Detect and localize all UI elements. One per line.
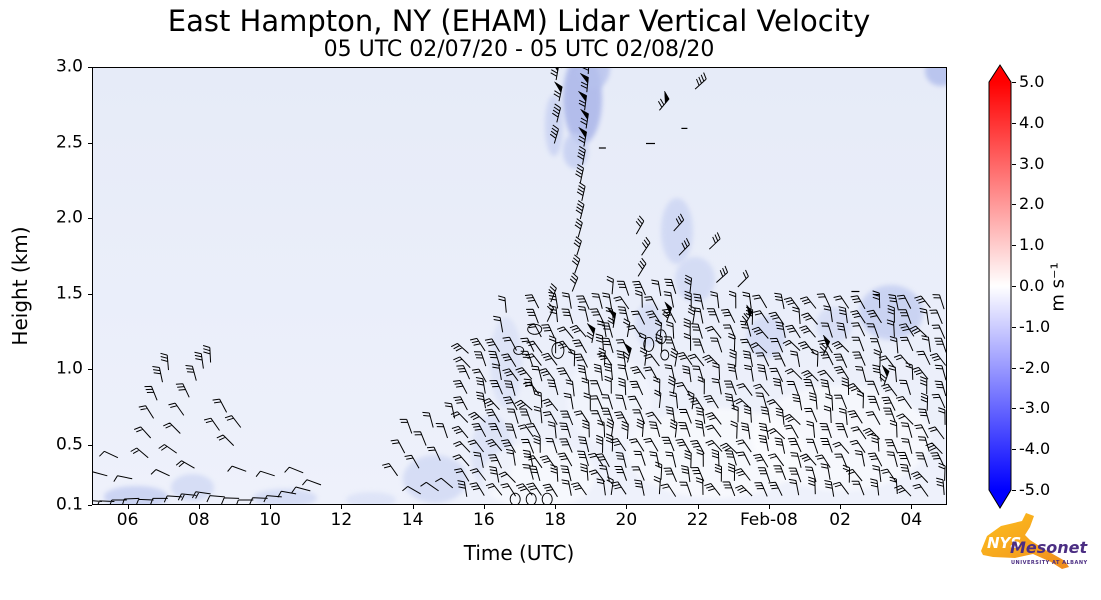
x-tick-mark [198, 505, 200, 509]
x-tick-mark [483, 505, 485, 509]
contour-line [513, 345, 525, 355]
x-tick-mark [555, 505, 557, 509]
contour-line [655, 329, 667, 345]
y-tick-label: 2.0 [55, 207, 83, 228]
colorbar-extend-down-arrow [989, 490, 1011, 508]
contour-line [527, 323, 543, 335]
x-tick-label: 04 [900, 510, 923, 530]
colorbar-tick-label: 2.0 [1019, 194, 1045, 214]
velocity-patch [752, 385, 931, 491]
colorbar-tick-label: -3.0 [1019, 398, 1051, 418]
x-tick-mark [840, 505, 842, 509]
ny-state-icon [981, 513, 1069, 569]
x-tick-label: 02 [829, 510, 851, 530]
contour-line [525, 492, 537, 504]
contour-line [643, 336, 655, 352]
x-tick-mark [341, 505, 343, 509]
colorbar-tick-mark [1012, 82, 1016, 83]
colorbar-tick-mark [1012, 245, 1016, 247]
velocity-patch [345, 492, 396, 504]
y-axis-label: Height (km) [8, 226, 32, 346]
logo-mesonet-text: Mesonet [1010, 538, 1089, 557]
colorbar-tick-mark [1012, 449, 1016, 451]
colorbar-label: m s⁻¹ [1047, 262, 1069, 312]
y-tick-mark [88, 505, 92, 506]
y-tick-label: 2.5 [55, 132, 83, 153]
colorbar-tick-mark [1012, 163, 1016, 165]
colorbar-tick-mark [1012, 122, 1016, 124]
x-tick-mark [911, 505, 913, 509]
x-tick-label: 12 [330, 510, 353, 530]
x-tick-label: 16 [473, 510, 495, 530]
colorbar-tick-mark [1012, 408, 1016, 410]
wind-barb-strokes [93, 68, 946, 504]
y-tick-label: 0.1 [55, 494, 83, 515]
colorbar-tick-label: 1.0 [1019, 235, 1045, 255]
chart-title: East Hampton, NY (EHAM) Lidar Vertical V… [167, 4, 871, 38]
velocity-patch [253, 489, 318, 504]
colorbar [988, 64, 1012, 509]
y-tick-mark [88, 218, 92, 220]
y-tick-label: 0.5 [55, 434, 83, 455]
x-tick-mark [270, 505, 272, 509]
colorbar-tick-mark [1012, 204, 1016, 206]
colorbar-tick-mark [1012, 490, 1016, 491]
x-tick-label: 18 [544, 510, 566, 530]
colorbar-gradient [989, 82, 1011, 490]
y-tick-mark [88, 142, 92, 144]
x-tick-mark [768, 505, 770, 509]
plot-area [92, 67, 947, 505]
x-tick-label: 22 [686, 510, 709, 530]
velocity-patch [924, 68, 946, 87]
colorbar-tick-label: -5.0 [1019, 480, 1051, 499]
colorbar-tick-label: 4.0 [1019, 112, 1045, 132]
nys-mesonet-logo: NYS Mesonet UNIVERSITY AT ALBANY [972, 506, 1090, 582]
velocity-patch [402, 454, 468, 503]
x-tick-label: 06 [116, 510, 139, 530]
x-tick-mark [127, 505, 129, 509]
logo-university-text: UNIVERSITY AT ALBANY [1011, 560, 1088, 566]
velocity-patch [490, 317, 523, 408]
x-tick-label: 20 [615, 510, 638, 530]
x-tick-mark [412, 505, 414, 509]
wind-barbs-layer [93, 68, 946, 504]
colorbar-tick-label: -4.0 [1019, 439, 1051, 459]
velocity-patch [661, 197, 694, 265]
wind-barb-flags [554, 68, 890, 378]
contour-line [551, 341, 565, 359]
y-tick-label: 1.0 [55, 358, 83, 379]
x-tick-label: 14 [401, 510, 424, 530]
y-tick-mark [88, 67, 92, 68]
y-tick-mark [88, 444, 92, 446]
colorbar-tick-label: 3.0 [1019, 153, 1045, 173]
colorbar-outline [988, 64, 1012, 509]
y-tick-label: 3.0 [55, 56, 83, 77]
contour-line [509, 492, 521, 504]
x-tick-label: 08 [188, 510, 210, 530]
y-tick-mark [88, 293, 92, 295]
y-tick-label: 1.5 [55, 283, 83, 304]
contour-line [541, 492, 553, 504]
colorbar-tick-mark [1012, 326, 1016, 328]
x-tick-mark [626, 505, 628, 509]
y-tick-mark [88, 369, 92, 371]
x-axis-label: Time (UTC) [463, 541, 575, 565]
logo-nys-text: NYS [987, 534, 1021, 552]
contour-line [660, 349, 670, 361]
colorbar-tick-mark [1012, 286, 1016, 287]
colorbar-extend-up-arrow [989, 65, 1011, 82]
x-tick-mark [697, 505, 699, 509]
colorbar-tick-label: -2.0 [1019, 357, 1051, 377]
colorbar-tick-mark [1012, 367, 1016, 369]
x-tick-label: Feb-08 [739, 510, 798, 530]
colorbar-tick-label: -1.0 [1019, 316, 1051, 336]
colorbar-tick-label: 0.0 [1019, 276, 1045, 295]
colorbar-tick-label: 5.0 [1019, 72, 1045, 91]
x-tick-label: 10 [259, 510, 281, 530]
chart-subtitle: 05 UTC 02/07/20 - 05 UTC 02/08/20 [323, 37, 715, 62]
